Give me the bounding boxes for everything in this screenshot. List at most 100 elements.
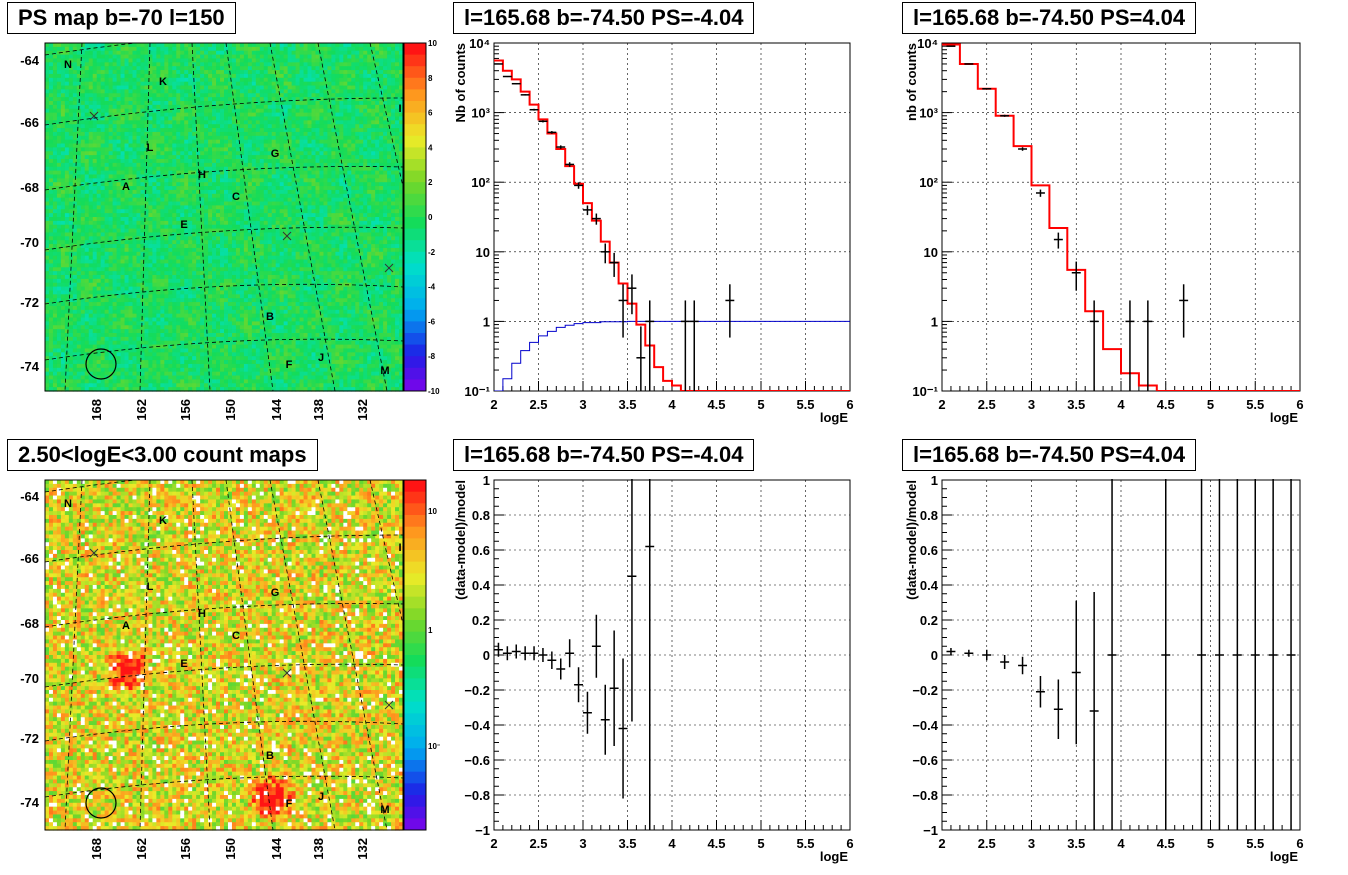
map-pixel xyxy=(132,104,138,110)
map-pixel xyxy=(144,360,150,365)
map-pixel xyxy=(192,143,197,148)
map-pixel xyxy=(259,251,265,257)
map-pixel xyxy=(180,50,185,56)
map-pixel xyxy=(96,151,102,156)
map-pixel xyxy=(251,112,257,118)
map-pixel xyxy=(136,182,142,187)
map-pixel xyxy=(156,128,161,133)
map-pixel xyxy=(176,344,181,350)
map-pixel xyxy=(188,124,193,129)
map-pixel xyxy=(188,93,193,98)
map-pixel xyxy=(140,66,146,71)
map-pixel xyxy=(208,54,213,60)
map-pixel xyxy=(72,197,78,203)
map-pixel xyxy=(45,54,50,60)
map-pixel xyxy=(148,232,153,237)
map-pixel xyxy=(152,317,157,322)
map-pixel xyxy=(68,46,74,52)
map-pixel xyxy=(164,73,169,79)
map-pixel xyxy=(184,104,189,110)
map-pixel xyxy=(84,251,90,257)
map-pixel xyxy=(251,348,257,353)
map-pixel xyxy=(72,77,78,83)
map-pixel xyxy=(152,77,157,83)
map-pixel xyxy=(48,46,54,52)
map-pixel xyxy=(120,128,126,133)
map-pixel xyxy=(80,170,86,176)
map-pixel xyxy=(64,255,70,261)
map-pixel xyxy=(212,189,217,195)
map-pixel xyxy=(64,313,70,319)
map-pixel xyxy=(56,97,62,102)
map-pixel xyxy=(48,189,54,195)
map-pixel xyxy=(192,197,197,203)
map-pixel xyxy=(180,387,185,392)
map-pixel xyxy=(184,43,189,48)
map-pixel xyxy=(239,166,245,172)
map-pixel xyxy=(184,50,189,56)
map-pixel xyxy=(204,290,209,295)
map-pixel xyxy=(60,286,66,292)
map-pixel xyxy=(144,387,150,392)
map-pixel xyxy=(220,108,225,114)
map-pixel xyxy=(184,77,189,83)
map-pixel xyxy=(144,228,150,234)
map-pixel xyxy=(235,232,241,237)
map-pixel xyxy=(60,50,66,56)
map-pixel xyxy=(164,325,169,330)
map-pixel xyxy=(180,193,185,199)
map-pixel xyxy=(76,50,82,56)
map-pixel xyxy=(108,93,114,98)
map-pixel xyxy=(148,325,153,330)
map-pixel xyxy=(247,174,253,179)
map-pixel xyxy=(200,340,205,346)
map-pixel xyxy=(124,302,130,307)
map-pixel xyxy=(188,201,193,206)
map-pixel xyxy=(56,371,62,377)
map-pixel xyxy=(227,124,233,129)
map-pixel xyxy=(180,128,185,133)
map-pixel xyxy=(160,62,165,67)
map-pixel xyxy=(60,333,66,338)
map-pixel xyxy=(208,340,213,346)
map-pixel xyxy=(144,178,150,183)
map-pixel xyxy=(96,240,102,245)
map-pixel xyxy=(45,166,50,172)
map-pixel xyxy=(64,58,70,63)
map-pixel xyxy=(64,363,70,369)
map-pixel xyxy=(216,73,221,79)
map-pixel xyxy=(259,302,265,307)
map-pixel xyxy=(259,286,265,292)
map-pixel xyxy=(200,271,205,276)
map-pixel xyxy=(192,120,197,125)
map-pixel xyxy=(220,383,225,388)
map-pixel xyxy=(216,93,221,98)
map-pixel xyxy=(124,205,130,210)
map-pixel xyxy=(72,85,78,90)
map-pixel xyxy=(227,162,233,168)
map-pixel xyxy=(72,89,78,94)
map-pixel xyxy=(172,217,177,222)
map-pixel xyxy=(224,267,229,272)
map-pixel xyxy=(124,240,130,245)
map-pixel xyxy=(56,139,62,145)
map-pixel xyxy=(160,77,165,83)
map-pixel xyxy=(239,259,245,264)
map-pixel xyxy=(60,375,66,380)
map-pixel xyxy=(200,108,205,114)
map-pixel xyxy=(116,282,122,288)
map-pixel xyxy=(212,89,217,94)
map-pixel xyxy=(124,259,130,264)
map-pixel xyxy=(132,162,138,168)
map-pixel xyxy=(120,309,126,315)
map-pixel xyxy=(216,275,221,280)
map-pixel xyxy=(80,236,86,241)
map-pixel xyxy=(184,340,189,346)
map-pixel xyxy=(259,108,265,114)
map-pixel xyxy=(156,189,161,195)
map-pixel xyxy=(247,321,253,326)
map-pixel xyxy=(56,329,62,334)
map-pixel xyxy=(68,275,74,280)
map-pixel xyxy=(52,151,58,156)
